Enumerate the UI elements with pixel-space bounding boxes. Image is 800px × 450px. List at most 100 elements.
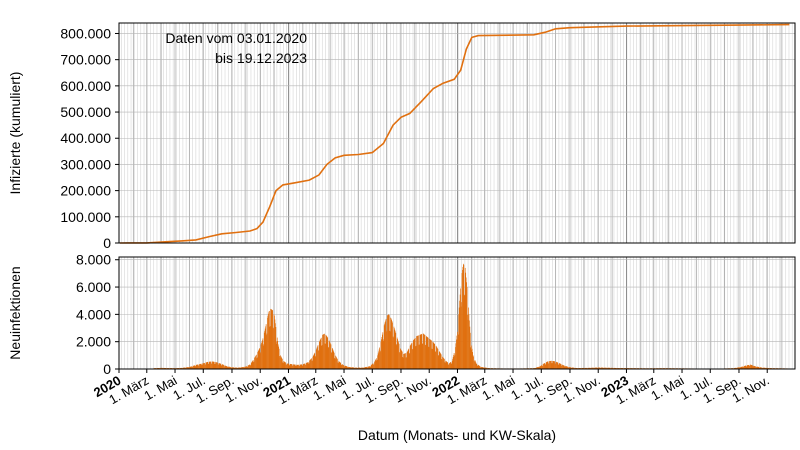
daily-bar — [298, 364, 299, 369]
daily-bar — [761, 367, 763, 369]
daily-bar — [410, 344, 412, 369]
daily-bar — [369, 366, 370, 369]
daily-bar — [597, 367, 599, 369]
daily-bar — [187, 367, 189, 369]
daily-bar — [472, 355, 474, 369]
daily-bar — [547, 361, 548, 369]
daily-bar — [388, 314, 389, 369]
daily-bar — [450, 362, 451, 369]
daily-bar — [766, 367, 768, 369]
daily-bar — [319, 341, 320, 369]
daily-bar — [755, 367, 757, 369]
daily-bar — [294, 364, 296, 369]
daily-bar — [333, 351, 335, 369]
daily-bar — [338, 363, 339, 369]
daily-bar — [257, 351, 259, 369]
daily-bar — [287, 363, 289, 369]
daily-bar — [563, 365, 565, 369]
daily-bar — [549, 361, 550, 369]
daily-bar — [568, 367, 569, 369]
daily-bar — [182, 367, 184, 369]
daily-bar — [211, 363, 213, 369]
daily-bar — [435, 345, 437, 369]
daily-bar — [350, 367, 352, 369]
daily-bar — [593, 367, 594, 369]
daily-bar — [419, 334, 421, 369]
daily-bar — [412, 349, 413, 369]
daily-bar — [345, 366, 347, 369]
daily-bar — [483, 367, 485, 369]
daily-bar — [343, 365, 344, 369]
daily-bar — [462, 266, 464, 369]
daily-bar — [585, 367, 587, 369]
daily-bar — [249, 364, 251, 369]
daily-bar — [474, 361, 475, 369]
daily-bar — [573, 367, 575, 369]
daily-bar — [238, 367, 240, 369]
daily-bar — [356, 367, 358, 369]
daily-bar — [741, 366, 742, 369]
daily-bar — [354, 367, 356, 369]
daily-bar — [277, 344, 279, 369]
daily-bar — [356, 367, 357, 369]
daily-bar — [542, 364, 544, 369]
daily-bar — [233, 367, 235, 369]
y-tick-label: 8.000 — [76, 252, 111, 268]
daily-bar — [336, 358, 338, 369]
daily-bar — [250, 362, 252, 369]
daily-bar — [538, 367, 540, 369]
daily-bar — [321, 345, 323, 369]
daily-bar — [285, 364, 287, 369]
daily-bar — [484, 367, 486, 369]
daily-bar — [756, 366, 758, 369]
daily-bar — [365, 367, 367, 369]
daily-bar — [475, 363, 477, 369]
daily-bar — [331, 353, 333, 369]
daily-bar — [408, 348, 410, 369]
daily-bar — [358, 367, 360, 369]
daily-bar — [376, 359, 378, 369]
daily-bar — [758, 366, 760, 369]
daily-bar — [604, 367, 606, 369]
daily-bar — [183, 367, 185, 369]
daily-bar — [268, 311, 270, 369]
daily-bar — [324, 343, 326, 369]
daily-bar — [475, 361, 476, 369]
date-range-annotation-line-2: bis 19.12.2023 — [215, 50, 307, 66]
daily-bar — [537, 367, 538, 369]
daily-bar — [278, 348, 280, 369]
daily-bar — [393, 337, 394, 369]
daily-bar — [608, 367, 610, 369]
daily-bar — [194, 365, 196, 369]
daily-bar — [416, 336, 418, 369]
daily-bar — [474, 360, 476, 369]
daily-bar — [405, 353, 406, 369]
daily-bar — [469, 320, 470, 369]
daily-bar — [607, 367, 609, 369]
daily-bar — [592, 367, 594, 369]
daily-bar — [366, 367, 368, 369]
daily-bar — [206, 362, 208, 369]
daily-bar — [300, 364, 301, 369]
daily-bar — [746, 366, 748, 369]
daily-bar — [383, 339, 385, 369]
daily-bar — [258, 349, 260, 369]
daily-bar — [448, 363, 450, 369]
daily-bar — [466, 282, 467, 369]
daily-bar — [250, 365, 252, 369]
daily-bar — [572, 367, 573, 369]
daily-bar — [183, 367, 185, 369]
daily-bar — [767, 367, 769, 369]
daily-bar — [379, 347, 380, 369]
daily-bar — [312, 360, 313, 369]
daily-bar — [482, 367, 484, 369]
daily-bar — [600, 367, 602, 369]
daily-bar — [563, 365, 564, 369]
daily-bar — [460, 288, 461, 369]
daily-bar — [543, 363, 545, 369]
daily-bar — [344, 366, 345, 369]
daily-bar — [231, 367, 232, 369]
daily-bar — [541, 365, 542, 369]
daily-bar — [361, 367, 362, 369]
daily-bar — [363, 367, 365, 369]
